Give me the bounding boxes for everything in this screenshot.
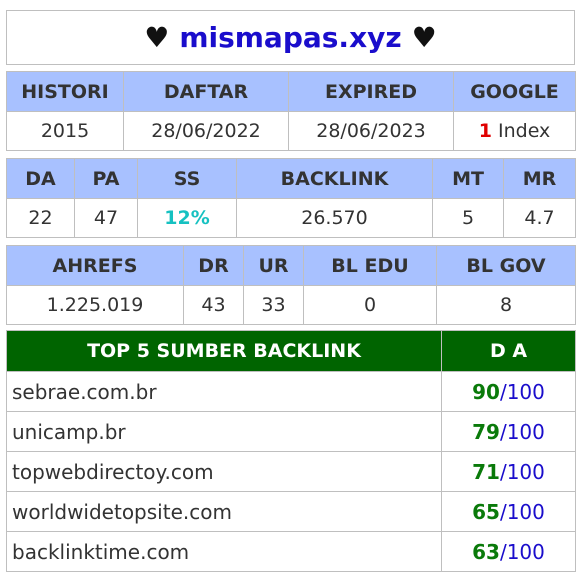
header-ahrefs: AHREFS	[6, 245, 184, 286]
table-row: sebrae.com.br 90/100	[6, 371, 576, 412]
table-row: unicamp.br 79/100	[6, 411, 576, 452]
backlink-source-da: 65/100	[441, 491, 576, 532]
da-separator: /	[499, 499, 507, 524]
value-ss: 12%	[137, 198, 237, 238]
table-row: worldwidetopsite.com 65/100	[6, 491, 576, 532]
da-separator: /	[499, 539, 507, 564]
backlink-source-domain[interactable]: backlinktime.com	[6, 531, 442, 572]
backlink-source-da: 63/100	[441, 531, 576, 572]
heart-icon-right: ♥	[411, 21, 437, 54]
header-pa: PA	[74, 158, 138, 199]
google-index-label: Index	[497, 120, 551, 142]
da-max: 100	[506, 499, 545, 524]
value-mr: 4.7	[503, 198, 576, 238]
header-bl-gov: BL GOV	[436, 245, 576, 286]
value-pa: 47	[74, 198, 138, 238]
da-separator: /	[499, 379, 507, 404]
backlink-source-da: 90/100	[441, 371, 576, 412]
header-da: DA	[6, 158, 75, 199]
da-score: 63	[472, 539, 500, 564]
da-score: 90	[472, 379, 500, 404]
value-bl-edu: 0	[303, 285, 437, 325]
header-expired: EXPIRED	[288, 71, 454, 112]
value-mt: 5	[432, 198, 504, 238]
value-histori: 2015	[6, 111, 124, 151]
da-separator: /	[499, 459, 507, 484]
domain-info-table: HISTORI DAFTAR EXPIRED GOOGLE 2015 28/06…	[6, 71, 576, 151]
backlink-source-da: 79/100	[441, 411, 576, 452]
header-google: GOOGLE	[453, 71, 576, 112]
site-title: ♥ mismapas.xyz ♥	[6, 10, 575, 65]
value-backlink: 26.570	[236, 198, 433, 238]
da-score: 71	[472, 459, 500, 484]
value-daftar: 28/06/2022	[123, 111, 289, 151]
header-ur: UR	[243, 245, 304, 286]
da-max: 100	[506, 379, 545, 404]
value-bl-gov: 8	[436, 285, 576, 325]
header-ss: SS	[137, 158, 237, 199]
header-top5-sources: TOP 5 SUMBER BACKLINK	[6, 330, 442, 372]
value-ur: 33	[243, 285, 304, 325]
backlink-source-da: 71/100	[441, 451, 576, 492]
value-expired: 28/06/2023	[288, 111, 454, 151]
da-separator: /	[499, 419, 507, 444]
header-mt: MT	[432, 158, 504, 199]
backlink-source-domain[interactable]: worldwidetopsite.com	[6, 491, 442, 532]
heart-icon-left: ♥	[144, 21, 170, 54]
da-score: 79	[472, 419, 500, 444]
header-daftar: DAFTAR	[123, 71, 289, 112]
header-mr: MR	[503, 158, 576, 199]
header-histori: HISTORI	[6, 71, 124, 112]
table-row: backlinktime.com 63/100	[6, 531, 576, 572]
top5-backlink-table: TOP 5 SUMBER BACKLINK D A sebrae.com.br 9…	[6, 330, 576, 572]
ahrefs-table: AHREFS DR UR BL EDU BL GOV 1.225.019 43 …	[6, 245, 576, 325]
da-max: 100	[506, 419, 545, 444]
header-backlink: BACKLINK	[236, 158, 433, 199]
metrics-table: DA PA SS BACKLINK MT MR 22 47 12% 26.570…	[6, 158, 576, 238]
da-max: 100	[506, 459, 545, 484]
da-score: 65	[472, 499, 500, 524]
da-max: 100	[506, 539, 545, 564]
google-index-count: 1	[478, 120, 492, 142]
value-da: 22	[6, 198, 75, 238]
backlink-source-domain[interactable]: sebrae.com.br	[6, 371, 442, 412]
header-bl-edu: BL EDU	[303, 245, 437, 286]
value-ahrefs: 1.225.019	[6, 285, 184, 325]
table-row: topwebdirectoy.com 71/100	[6, 451, 576, 492]
backlink-source-domain[interactable]: topwebdirectoy.com	[6, 451, 442, 492]
site-name[interactable]: mismapas.xyz	[179, 21, 402, 54]
header-dr: DR	[183, 245, 244, 286]
header-top5-da: D A	[441, 330, 576, 372]
value-google: 1 Index	[453, 111, 576, 151]
backlink-source-domain[interactable]: unicamp.br	[6, 411, 442, 452]
value-dr: 43	[183, 285, 244, 325]
